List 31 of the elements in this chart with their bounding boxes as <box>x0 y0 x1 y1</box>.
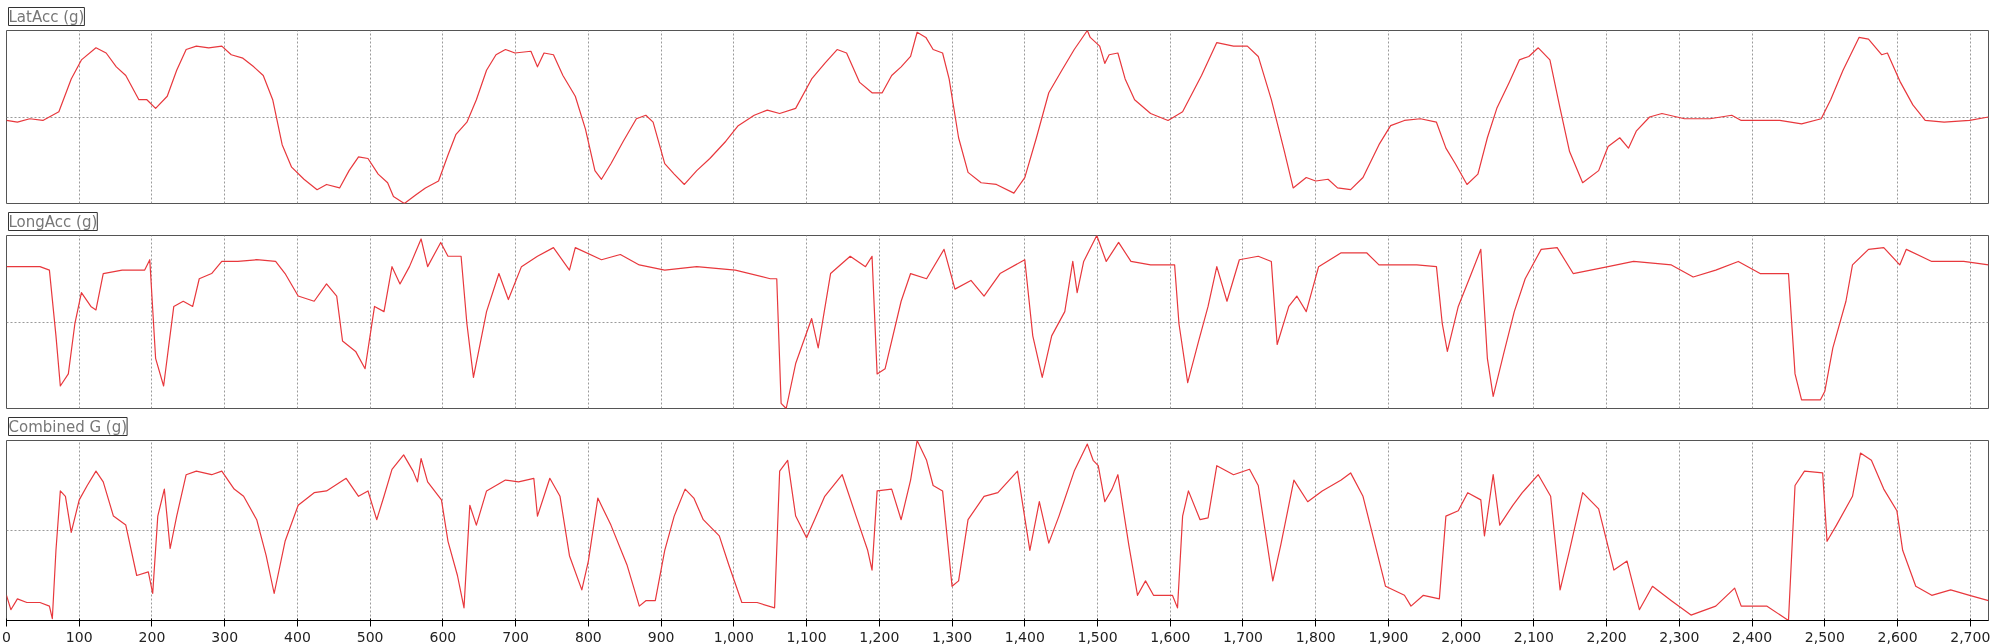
x-tick-label: 800 <box>575 628 602 644</box>
x-tick-label: 1,400 <box>1004 628 1045 644</box>
x-tick-label: 1,700 <box>1222 628 1264 644</box>
x-tick-label: 500 <box>356 628 384 644</box>
x-tick-label: 1,900 <box>1368 628 1409 644</box>
x-tick-label: 1,200 <box>859 628 900 644</box>
x-tick-label: 2,400 <box>1732 628 1773 644</box>
chart-title: LatAcc (g) <box>8 7 85 26</box>
x-tick-label: 2,100 <box>1513 628 1554 644</box>
x-tick-label: 2,500 <box>1804 628 1845 644</box>
x-tick-label: 700 <box>502 628 530 644</box>
chart-title: LongAcc (g) <box>8 212 98 231</box>
x-tick-label: 1,000 <box>713 628 754 644</box>
x-tick-label: 1,800 <box>1295 628 1336 644</box>
x-tick-label: 1,100 <box>786 628 827 644</box>
x-tick-label: 200 <box>138 628 166 644</box>
x-tick-label: 2,600 <box>1877 628 1918 644</box>
x-tick-label: 400 <box>284 628 311 644</box>
x-tick-label: 2,200 <box>1586 628 1627 644</box>
x-tick-label: 300 <box>211 628 239 644</box>
x-tick-label: 2,300 <box>1659 628 1700 644</box>
x-tick-label: 1,300 <box>932 628 973 644</box>
chart-title: Combined G (g) <box>8 417 128 436</box>
x-tick-label: 100 <box>65 628 93 644</box>
x-tick-label: 0 <box>2 628 11 644</box>
x-tick-label: 600 <box>429 628 457 644</box>
x-tick-label: 900 <box>647 628 675 644</box>
x-tick-label: 2,000 <box>1441 628 1482 644</box>
x-tick-label: 1,500 <box>1077 628 1118 644</box>
x-tick-label: 1,600 <box>1150 628 1191 644</box>
x-tick-label: 2,700 <box>1950 628 1991 644</box>
